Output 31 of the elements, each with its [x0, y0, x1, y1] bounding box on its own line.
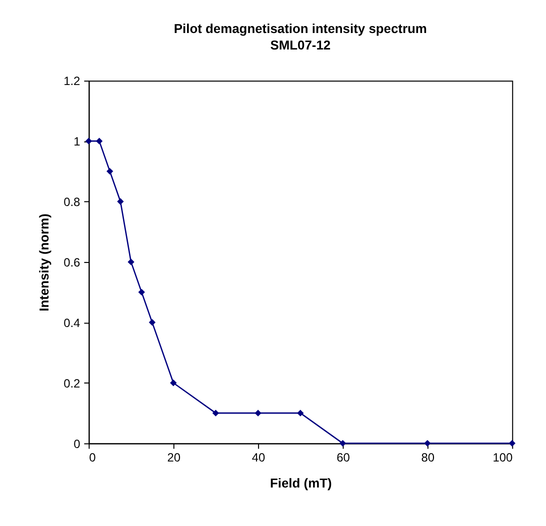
y-tick-label: 0.4: [64, 316, 81, 330]
x-tick-label: 100: [492, 450, 513, 465]
y-tick-label: 0.8: [64, 194, 81, 209]
chart-subtitle: SML07-12: [270, 38, 331, 53]
x-tick-label: 80: [421, 450, 435, 465]
chart-title: Pilot demagnetisation intensity spectrum: [174, 20, 427, 36]
x-axis-title: Field (mT): [270, 476, 332, 491]
y-axis-title: Intensity (norm): [36, 214, 52, 312]
point: [117, 198, 124, 205]
x-tick-label: 0: [89, 450, 96, 465]
point: [138, 288, 145, 296]
point: [297, 410, 304, 416]
point: [148, 319, 156, 326]
point: [212, 410, 220, 416]
y-tick-label: 0.2: [64, 376, 81, 390]
x-tick-label: 20: [167, 450, 181, 465]
y-tick-label: 1: [74, 134, 81, 149]
y-tick-label: 0.6: [64, 255, 81, 270]
x-tick-label: 40: [252, 450, 266, 465]
point: [85, 138, 92, 144]
point: [128, 258, 134, 266]
point: [254, 410, 262, 416]
point: [424, 440, 431, 447]
point: [508, 440, 516, 447]
y-tick-label: 0: [74, 436, 81, 451]
point: [96, 138, 103, 144]
point: [339, 440, 346, 447]
point: [106, 168, 114, 175]
point: [170, 380, 177, 386]
y-tick-label: 1.2: [64, 74, 81, 88]
x-tick-label: 60: [336, 450, 350, 465]
